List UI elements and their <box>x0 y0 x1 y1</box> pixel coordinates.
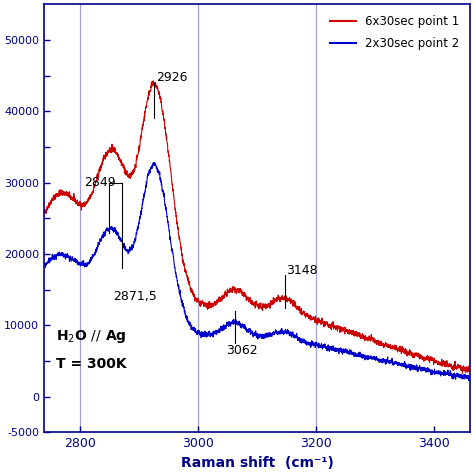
6x30sec point 1 <box>205 306 210 312</box>
2x30sec point 2 <box>205 333 210 339</box>
Legend: 6x30sec point 1, 2x30sec point 2: 6x30sec point 1, 2x30sec point 2 <box>325 10 464 55</box>
2x30sec point 2 <box>459 376 465 382</box>
Text: 2926: 2926 <box>156 71 188 84</box>
Text: T = 300K: T = 300K <box>56 357 127 371</box>
2x30sec point 2 <box>115 231 121 237</box>
Line: 2x30sec point 2: 2x30sec point 2 <box>44 163 470 381</box>
Line: 6x30sec point 1: 6x30sec point 1 <box>44 81 470 373</box>
X-axis label: Raman shift  (cm⁻¹): Raman shift (cm⁻¹) <box>181 456 333 470</box>
6x30sec point 1 <box>460 370 465 376</box>
Text: 3062: 3062 <box>226 344 258 357</box>
Text: 2871,5: 2871,5 <box>113 291 156 303</box>
2x30sec point 2 <box>151 160 157 165</box>
6x30sec point 1 <box>459 366 465 372</box>
6x30sec point 1 <box>467 368 473 374</box>
6x30sec point 1 <box>413 351 419 357</box>
6x30sec point 1 <box>115 154 121 160</box>
6x30sec point 1 <box>90 189 96 194</box>
6x30sec point 1 <box>41 210 47 216</box>
6x30sec point 1 <box>223 291 229 297</box>
2x30sec point 2 <box>223 322 229 328</box>
2x30sec point 2 <box>413 366 419 372</box>
2x30sec point 2 <box>41 262 47 268</box>
Text: H$_2$O $\it{//}$ Ag: H$_2$O $\it{//}$ Ag <box>56 328 127 345</box>
2x30sec point 2 <box>466 378 472 383</box>
Text: 2849: 2849 <box>84 176 116 189</box>
6x30sec point 1 <box>150 78 156 84</box>
2x30sec point 2 <box>90 253 96 259</box>
Text: 3148: 3148 <box>287 264 318 277</box>
2x30sec point 2 <box>467 377 473 383</box>
